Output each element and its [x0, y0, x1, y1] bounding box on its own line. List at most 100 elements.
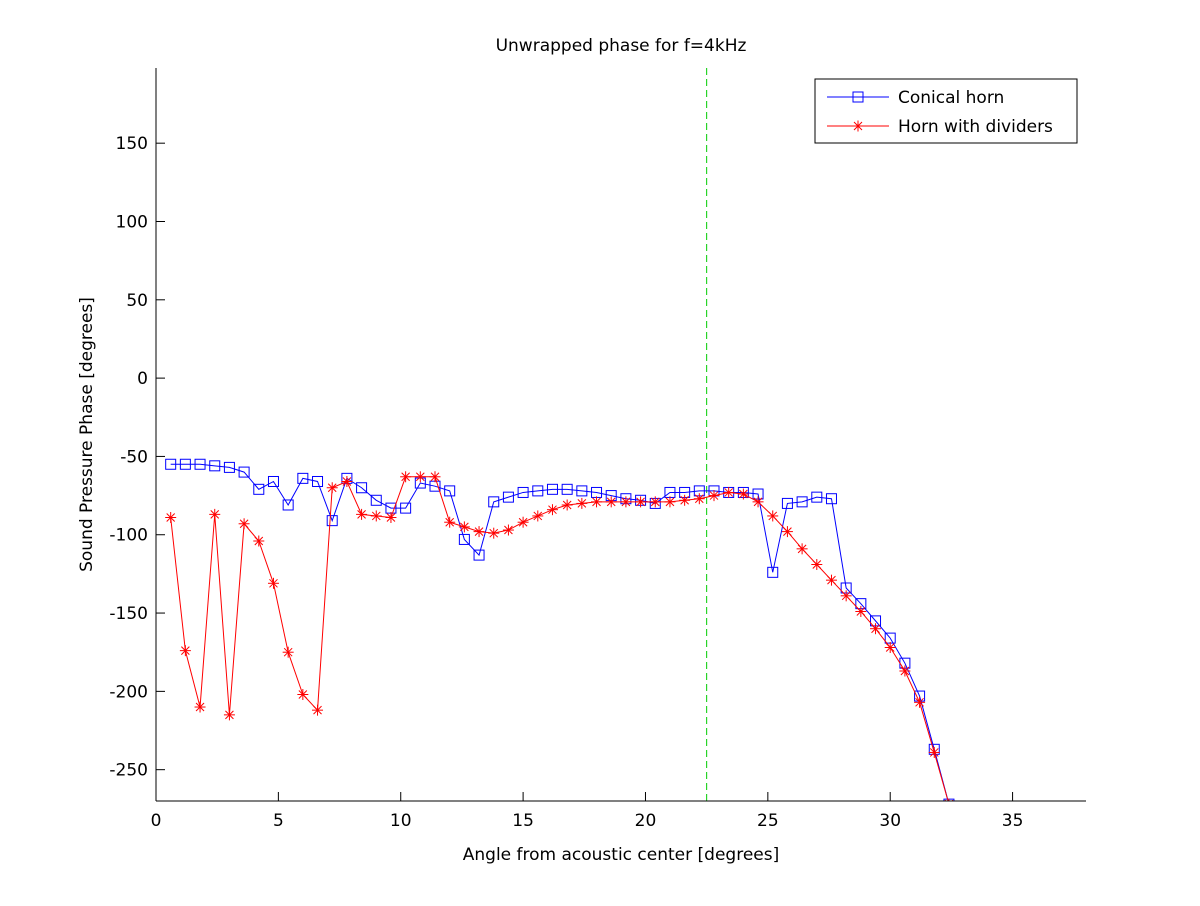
- marker-stroke: [342, 477, 352, 486]
- data-point: [326, 515, 338, 527]
- data-point: [267, 577, 279, 589]
- marker-stroke: [548, 505, 557, 515]
- x-tick-label: 25: [757, 811, 779, 831]
- data-point: [811, 558, 823, 570]
- marker-stroke: [489, 528, 499, 538]
- data-point: [737, 488, 749, 500]
- data-point: [825, 574, 837, 586]
- data-point: [370, 494, 382, 506]
- legend-swatch-marker: [852, 120, 864, 132]
- data-point: [179, 458, 191, 470]
- data-point: [194, 701, 206, 713]
- data-point: [532, 485, 544, 497]
- data-point: [488, 527, 500, 539]
- marker-stroke: [166, 513, 176, 522]
- y-tick-label: 150: [116, 134, 148, 154]
- data-point: [781, 526, 793, 538]
- data-point: [253, 483, 265, 495]
- data-point: [473, 526, 485, 538]
- data-point: [370, 510, 382, 522]
- marker-stroke: [606, 497, 616, 507]
- x-tick-label: 30: [879, 811, 901, 831]
- data-point: [326, 482, 338, 494]
- data-point: [444, 516, 456, 528]
- marker-stroke: [577, 499, 587, 508]
- marker-stroke: [724, 488, 734, 497]
- data-point: [899, 665, 911, 677]
- data-point: [282, 499, 294, 511]
- data-point: [649, 496, 661, 508]
- data-point: [928, 746, 940, 758]
- data-point: [253, 535, 265, 547]
- legend-box: [814, 78, 1078, 144]
- plot-background: [156, 68, 1086, 801]
- marker-stroke: [460, 522, 469, 532]
- data-point: [297, 472, 309, 484]
- data-point: [532, 510, 544, 522]
- data-point: [561, 483, 573, 495]
- x-tick-label: 10: [390, 811, 412, 831]
- marker-stroke: [327, 483, 337, 493]
- marker-stroke: [592, 497, 601, 507]
- marker-stroke: [797, 544, 807, 554]
- data-point: [429, 471, 441, 483]
- marker-stroke: [753, 497, 763, 507]
- marker-stroke: [694, 494, 704, 504]
- data-point: [165, 512, 177, 524]
- data-point: [605, 496, 617, 508]
- data-point: [209, 460, 221, 472]
- marker-stroke: [915, 697, 924, 707]
- y-axis-label: Sound Pressure Phase [degrees]: [77, 297, 97, 572]
- marker-stroke: [533, 511, 543, 521]
- marker-stroke: [504, 525, 513, 535]
- chart-title: Unwrapped phase for f=4kHz: [496, 36, 747, 56]
- y-tick-label: -200: [109, 682, 148, 702]
- marker-stroke: [239, 519, 249, 529]
- data-point: [546, 483, 558, 495]
- x-tick-label: 5: [273, 811, 284, 831]
- axes-layer: 0 5 10 15 20 25 30 35 -250 -200 -150 -100 -50 0 50 100 1…: [109, 68, 1086, 831]
- marker-stroke: [841, 591, 851, 601]
- data-point: [811, 491, 823, 503]
- data-point: [840, 590, 852, 602]
- marker-stroke: [900, 666, 910, 676]
- data-point: [297, 688, 309, 700]
- data-point: [591, 496, 603, 508]
- series-1: [165, 471, 954, 801]
- data-point: [693, 493, 705, 505]
- y-tick-label: -100: [109, 526, 148, 546]
- data-point: [238, 466, 250, 478]
- data-point: [546, 504, 558, 516]
- data-point: [458, 521, 470, 533]
- marker-stroke: [386, 513, 396, 522]
- marker-stroke: [812, 560, 822, 569]
- data-point: [576, 497, 588, 509]
- marker-stroke: [856, 607, 866, 616]
- data-point: [781, 497, 793, 509]
- marker-stroke: [401, 472, 410, 482]
- data-point: [473, 549, 485, 561]
- marker-stroke: [621, 497, 631, 507]
- legend-label: Conical horn: [898, 88, 1004, 108]
- x-tick-label: 0: [151, 811, 162, 831]
- marker-stroke: [283, 647, 293, 657]
- data-point: [444, 485, 456, 497]
- y-tick-label: -50: [120, 447, 148, 467]
- data-point: [179, 645, 191, 657]
- data-point: [561, 499, 573, 511]
- series-0: [165, 458, 955, 801]
- marker-stroke: [225, 710, 234, 720]
- marker-stroke: [371, 511, 381, 521]
- marker-stroke: [650, 497, 660, 507]
- marker-stroke: [665, 497, 675, 507]
- marker-stroke: [885, 643, 895, 652]
- marker-stroke: [783, 527, 792, 536]
- data-point: [223, 461, 235, 473]
- data-point: [458, 533, 470, 545]
- legend: Conical horn Horn with dividers: [814, 78, 1078, 144]
- marker-stroke: [415, 472, 425, 482]
- marker-stroke: [636, 497, 645, 507]
- data-point: [620, 496, 632, 508]
